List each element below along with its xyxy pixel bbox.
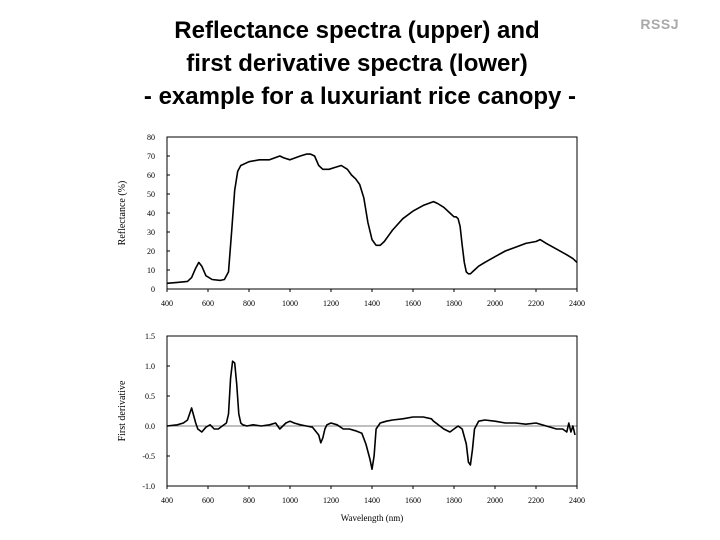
derivative-y-tick-label: 1.0 <box>145 362 155 371</box>
derivative-y-axis-label: First derivative <box>117 380 128 441</box>
slide-title-line-2: first derivative spectra (lower) <box>186 50 528 77</box>
reflectance-y-tick-label: 50 <box>147 190 155 199</box>
derivative-x-tick-label: 2200 <box>528 496 544 505</box>
reflectance-x-tick-label: 1000 <box>282 299 298 308</box>
derivative-y-tick-label: -1.0 <box>142 482 155 491</box>
derivative-x-tick-label: 1600 <box>405 496 421 505</box>
derivative-y-tick-label: 0.0 <box>145 422 155 431</box>
reflectance-y-tick-label: 80 <box>147 133 155 142</box>
reflectance-x-tick-label: 1200 <box>323 299 339 308</box>
slide-title-line-1: Reflectance spectra (upper) and <box>174 17 540 44</box>
reflectance-y-tick-label: 70 <box>147 152 155 161</box>
derivative-x-tick-label: 1800 <box>446 496 462 505</box>
derivative-x-tick-label: 400 <box>161 496 173 505</box>
rssj-logo: RSSJ <box>640 16 679 32</box>
reflectance-x-tick-label: 2200 <box>528 299 544 308</box>
derivative-y-tick-label: 1.5 <box>145 332 155 341</box>
reflectance-x-tick-label: 400 <box>161 299 173 308</box>
reflectance-y-tick-label: 0 <box>151 285 155 294</box>
reflectance-y-tick-label: 10 <box>147 266 155 275</box>
reflectance-plot-frame <box>166 136 578 290</box>
reflectance-y-tick-label: 20 <box>147 247 155 256</box>
derivative-x-tick-label: 600 <box>202 496 214 505</box>
reflectance-x-tick-label: 2400 <box>569 299 585 308</box>
reflectance-x-tick-label: 600 <box>202 299 214 308</box>
reflectance-series-line <box>166 153 578 285</box>
derivative-y-tick-label: -0.5 <box>142 452 155 461</box>
derivative-x-tick-label: 1200 <box>323 496 339 505</box>
slide-title-line-3: - example for a luxuriant rice canopy - <box>143 83 577 110</box>
reflectance-y-tick-label: 30 <box>147 228 155 237</box>
reflectance-y-tick-label: 40 <box>147 209 155 218</box>
derivative-x-tick-label: 1400 <box>364 496 380 505</box>
derivative-y-tick-label: 0.5 <box>145 392 155 401</box>
reflectance-x-tick-label: 2000 <box>487 299 503 308</box>
reflectance-x-tick-label: 1400 <box>364 299 380 308</box>
derivative-plot-frame <box>166 335 578 487</box>
derivative-x-tick-label: 1000 <box>282 496 298 505</box>
derivative-x-tick-label: 2400 <box>569 496 585 505</box>
reflectance-y-tick-label: 60 <box>147 171 155 180</box>
reflectance-x-tick-label: 800 <box>243 299 255 308</box>
reflectance-x-tick-label: 1800 <box>446 299 462 308</box>
derivative-x-axis-label: Wavelength (nm) <box>341 513 404 523</box>
reflectance-x-tick-label: 1600 <box>405 299 421 308</box>
derivative-x-tick-label: 800 <box>243 496 255 505</box>
derivative-series-line <box>166 360 576 471</box>
reflectance-y-axis-label: Reflectance (%) <box>117 181 128 246</box>
derivative-x-tick-label: 2000 <box>487 496 503 505</box>
